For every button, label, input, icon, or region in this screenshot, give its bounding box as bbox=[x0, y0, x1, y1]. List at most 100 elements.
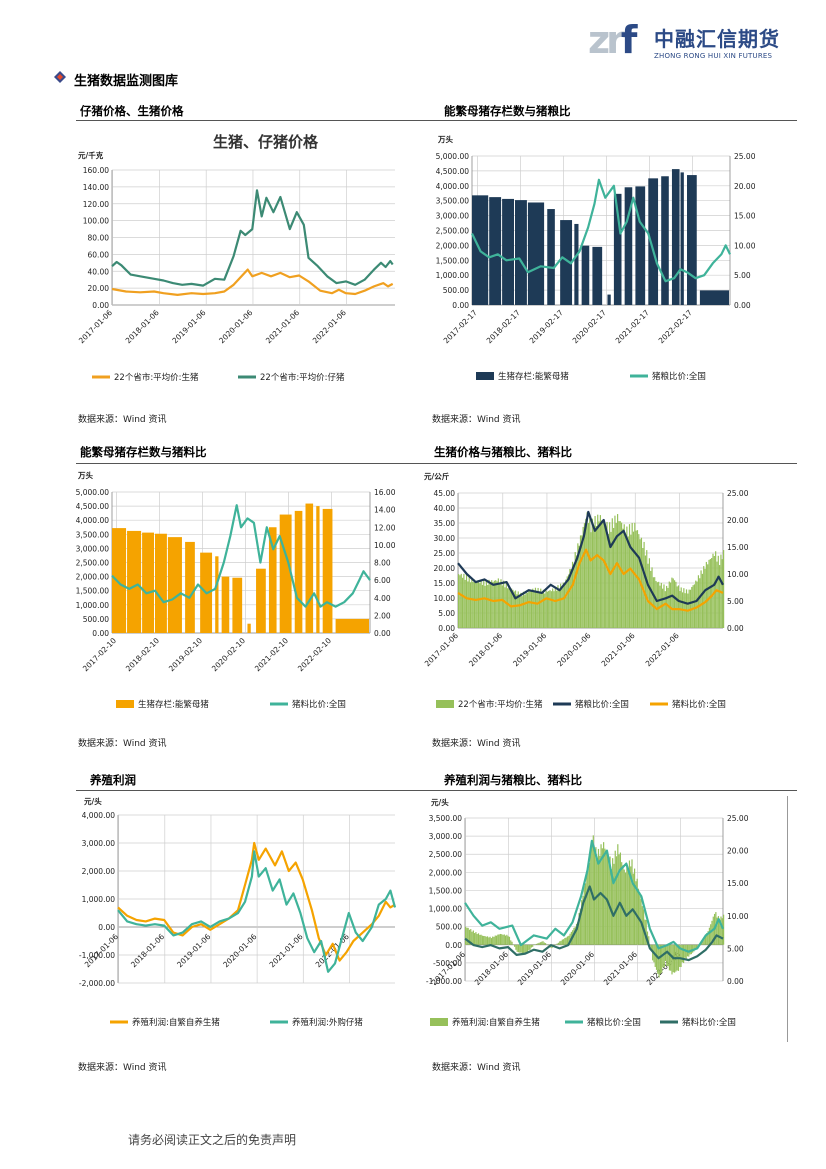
area-bar bbox=[627, 869, 629, 945]
area-bar bbox=[689, 944, 691, 955]
area-bar bbox=[508, 936, 511, 945]
area-bar bbox=[577, 922, 579, 945]
area-bar bbox=[680, 944, 682, 968]
y-tick-label: 3,500.00 bbox=[436, 197, 470, 206]
bar bbox=[294, 510, 303, 633]
area-bar bbox=[626, 866, 628, 945]
x-tick-label: 2020-02-17 bbox=[571, 308, 608, 345]
area-bar bbox=[530, 590, 533, 628]
x-tick-label: 2021-02-10 bbox=[253, 636, 290, 673]
area-bar bbox=[597, 848, 600, 945]
y2-tick-label: 14.00 bbox=[374, 506, 396, 515]
area-bar bbox=[584, 883, 587, 945]
area-bar bbox=[515, 944, 517, 950]
area-bar bbox=[540, 588, 542, 628]
chart-breeding-profit-ratios: 元/头 -1,000.00 -500.00 0.00 500.00 1,000.00 1,5… bbox=[420, 793, 785, 1048]
area-bar bbox=[511, 941, 513, 945]
area-bar bbox=[623, 869, 625, 945]
area-bar bbox=[571, 561, 574, 628]
chart-hog-price-ratios: 元/公斤 0.00 5.00 10.00 15.00 20.00 25.00 30.00 35.… bbox=[420, 466, 790, 726]
legend-label: 生猪存栏:能繁母猪 bbox=[138, 699, 209, 710]
y-tick-label: -1,000.00 bbox=[426, 977, 462, 986]
area-bar bbox=[700, 570, 702, 628]
area-bar bbox=[497, 578, 499, 628]
legend-label: 22个省市:平均价:生猪 bbox=[114, 372, 199, 383]
legend-label: 22个省市:平均价:生猪 bbox=[458, 699, 543, 710]
area-bar bbox=[618, 854, 620, 945]
area-bar bbox=[546, 591, 548, 628]
area-bar bbox=[581, 900, 583, 945]
area-bar bbox=[723, 914, 725, 945]
y-tick-label: 100.00 bbox=[83, 217, 109, 226]
bar bbox=[592, 246, 603, 305]
area-bar bbox=[597, 514, 599, 628]
area-bar bbox=[685, 589, 688, 628]
area-bar bbox=[538, 942, 540, 945]
area-bar bbox=[671, 577, 673, 628]
chart-3-svg: 元/公斤 0.00 5.00 10.00 15.00 20.00 25.00 30.00 35.… bbox=[423, 471, 749, 710]
y-tick-label: 3,500.00 bbox=[76, 530, 110, 539]
area-bar bbox=[623, 524, 625, 628]
area-bar bbox=[610, 531, 612, 628]
area-bar bbox=[680, 587, 682, 628]
area-bar bbox=[559, 941, 561, 945]
x-tick-label: 2020-02-10 bbox=[210, 636, 247, 673]
y2-tick-label: 10.00 bbox=[727, 912, 749, 921]
area-bar bbox=[503, 934, 505, 945]
x-tick-label: 2022-01-06 bbox=[644, 631, 681, 668]
bar bbox=[167, 537, 182, 633]
area-bar bbox=[583, 523, 586, 628]
x-tick-label: 2021-02-17 bbox=[614, 308, 651, 345]
area-bar bbox=[520, 944, 522, 953]
panel-2-source: 数据来源：Wind 资讯 bbox=[78, 739, 167, 749]
y-tick-label: -1,000.00 bbox=[79, 951, 115, 960]
area-bar bbox=[517, 591, 519, 628]
area-bar bbox=[693, 584, 696, 628]
area-bar bbox=[657, 944, 659, 974]
y-tick-label: 40.00 bbox=[88, 267, 110, 276]
legend-swatch bbox=[436, 700, 454, 708]
x-tick-label: 2019-01-06 bbox=[170, 308, 207, 345]
area-bar bbox=[502, 934, 504, 945]
area-bar bbox=[703, 937, 705, 945]
bar bbox=[316, 506, 320, 633]
x-tick-label: 2018-01-06 bbox=[129, 932, 166, 969]
area-bar bbox=[615, 856, 618, 945]
area-bar bbox=[609, 856, 611, 945]
area-bar bbox=[507, 936, 509, 945]
area-bar bbox=[603, 842, 605, 945]
area-bar bbox=[667, 944, 669, 967]
area-bar bbox=[647, 563, 649, 628]
area-bar bbox=[690, 944, 692, 955]
area-bar bbox=[528, 590, 530, 628]
panel-3-caption: 生猪价格与猪粮比、猪料比 bbox=[434, 445, 572, 459]
area-bar bbox=[566, 936, 569, 945]
y-tick-label: 3,500.00 bbox=[429, 814, 463, 823]
area-bar bbox=[673, 580, 676, 628]
area-bar bbox=[708, 927, 711, 945]
bar bbox=[624, 187, 633, 305]
chart-4-svg: 元/头 -2,000.00 -1,000.00 0.00 1,000.00 2,000.0… bbox=[79, 796, 397, 1028]
area-bar bbox=[477, 933, 480, 945]
y-tick-label: 30.00 bbox=[434, 534, 456, 543]
legend-label: 养殖利润:自繁自养生猪 bbox=[132, 1017, 220, 1028]
area-bar bbox=[676, 586, 678, 628]
area-bar bbox=[697, 575, 700, 628]
area-bar bbox=[488, 937, 490, 945]
area-bar bbox=[662, 588, 664, 628]
area-bar bbox=[521, 944, 523, 954]
area-bar bbox=[585, 518, 587, 628]
area-bar bbox=[609, 522, 611, 628]
chart-5-svg: 元/头 -1,000.00 -500.00 0.00 500.00 1,000.00 1,5… bbox=[426, 797, 749, 1028]
bar bbox=[515, 200, 527, 305]
area-bar bbox=[695, 580, 697, 628]
area-bar bbox=[503, 580, 505, 628]
area-bar bbox=[710, 924, 712, 945]
y-tick-label: 25.00 bbox=[434, 549, 456, 558]
area-bar bbox=[499, 933, 502, 945]
series-line bbox=[111, 189, 394, 287]
x-tick-label: 2019-02-10 bbox=[167, 636, 204, 673]
area-bar bbox=[694, 944, 696, 950]
y-tick-label: 2,500.00 bbox=[76, 559, 110, 568]
area-bar bbox=[693, 944, 695, 952]
